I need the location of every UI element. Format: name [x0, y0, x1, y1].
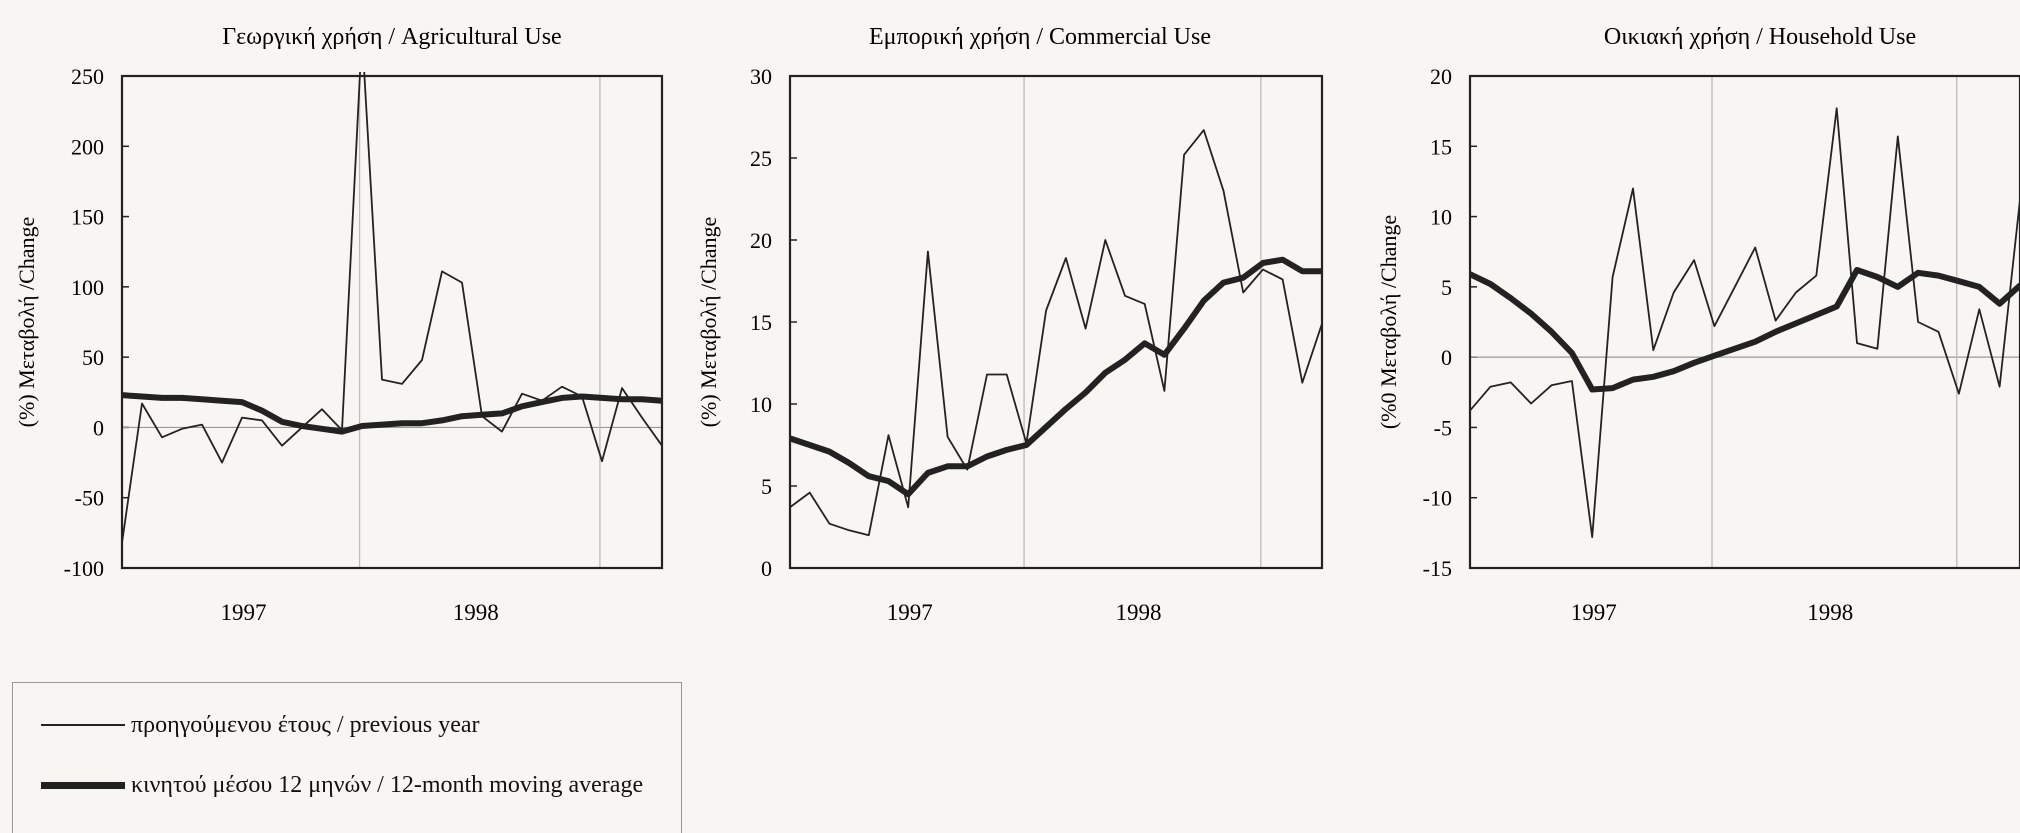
chart-title: Οικιακή χρήση / Household Use	[1604, 24, 1916, 50]
series-line-previous-year	[790, 129, 1322, 537]
x-year-label: 1998	[453, 600, 499, 625]
y-tick-label: 0	[1441, 345, 1452, 370]
legend-swatch-thick	[41, 781, 125, 789]
legend-label-moving-average: κινητού μέσου 12 μηνών / 12-month moving…	[131, 771, 644, 798]
y-axis-label: (%) Μεταβολή /Change	[696, 217, 721, 428]
legend: προηγούμενου έτους / previous year κινητ…	[12, 682, 682, 833]
y-tick-label: 0	[93, 415, 104, 440]
y-tick-label: 10	[1430, 205, 1452, 230]
chart-title: Γεωργική χρήση / Agricultural Use	[222, 24, 561, 50]
y-tick-label: 250	[71, 64, 104, 89]
y-tick-label: 150	[71, 205, 104, 230]
y-tick-label: 200	[71, 134, 104, 159]
series-line-previous-year	[122, 72, 662, 544]
y-tick-label: -5	[1434, 415, 1452, 440]
y-tick-label: -50	[75, 486, 104, 511]
y-tick-label: 5	[1441, 275, 1452, 300]
chart-title: Εμπορική χρήση / Commercial Use	[869, 24, 1211, 50]
y-tick-label: 25	[750, 146, 772, 171]
y-tick-label: -10	[1423, 486, 1452, 511]
series-line-moving-average	[1470, 267, 2020, 393]
y-tick-label: 20	[1430, 64, 1452, 89]
y-tick-label: 30	[750, 64, 772, 89]
y-axis-label: (%0 Μεταβολή /Change	[1376, 215, 1401, 429]
legend-item-moving-average: κινητού μέσου 12 μηνών / 12-month moving…	[41, 765, 643, 805]
legend-swatch-thin	[41, 724, 125, 726]
y-tick-label: 50	[82, 345, 104, 370]
plot-frame	[788, 74, 1324, 570]
y-tick-label: 100	[71, 275, 104, 300]
series-line-moving-average	[790, 256, 1322, 498]
y-tick-label: 15	[1430, 134, 1452, 159]
x-year-label: 1998	[1807, 600, 1853, 625]
legend-label-previous-year: προηγούμενου έτους / previous year	[131, 711, 480, 738]
x-year-label: 1997	[887, 600, 933, 625]
legend-item-previous-year: προηγούμενου έτους / previous year	[41, 705, 480, 745]
y-tick-label: 10	[750, 392, 772, 417]
x-year-label: 1998	[1115, 600, 1161, 625]
series-line-moving-average	[122, 392, 662, 435]
y-tick-label: 0	[761, 556, 772, 581]
y-tick-label: -15	[1423, 556, 1452, 581]
y-tick-label: 15	[750, 310, 772, 335]
plot-frame	[120, 74, 664, 570]
series-line-previous-year	[1470, 107, 2020, 538]
x-year-label: 1997	[221, 600, 267, 625]
plot-frame	[1468, 74, 2020, 570]
x-year-label: 1997	[1571, 600, 1617, 625]
y-axis-label: (%) Μεταβολή /Change	[14, 217, 39, 428]
y-tick-label: 5	[761, 474, 772, 499]
y-tick-label: -100	[64, 556, 104, 581]
y-tick-label: 20	[750, 228, 772, 253]
